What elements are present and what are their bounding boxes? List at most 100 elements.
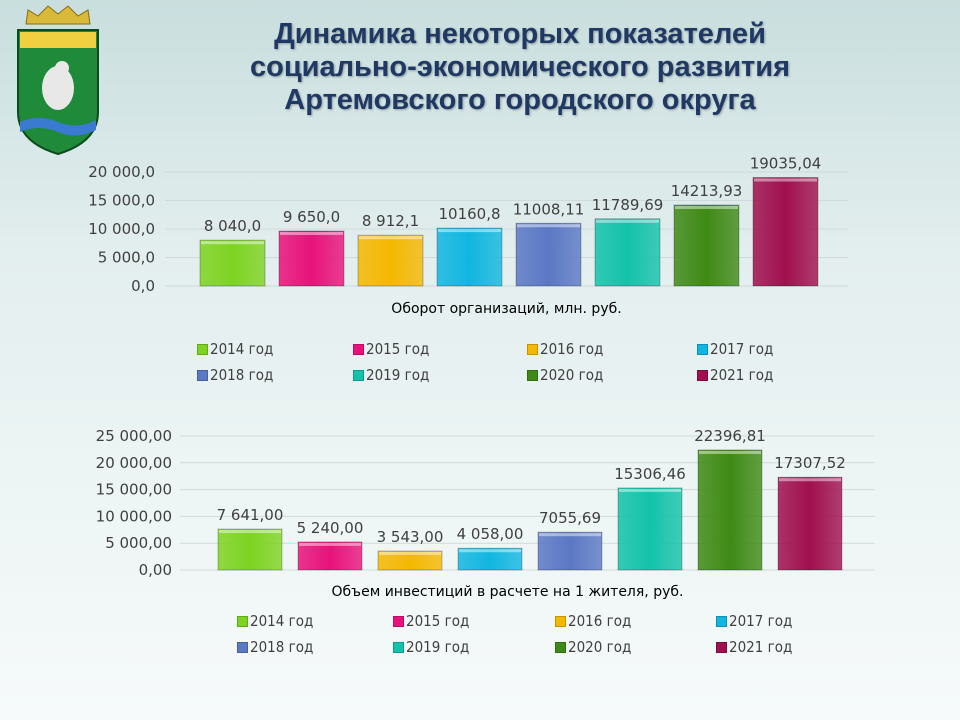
legend-label: 2015 год — [406, 612, 470, 630]
legend-swatch — [527, 343, 538, 355]
legend-item: 2019 год — [393, 638, 469, 656]
legend-label: 2021 год — [710, 366, 774, 384]
legend-swatch — [555, 615, 566, 627]
data-label: 14213,93 — [671, 182, 743, 200]
legend-label: 2020 год — [568, 638, 632, 656]
data-label: 15306,46 — [614, 465, 686, 483]
bar-highlight — [699, 450, 761, 454]
legend-label: 2016 год — [540, 340, 604, 358]
bar-highlight — [596, 219, 659, 223]
legend-label: 2016 год — [568, 612, 632, 630]
legend-item: 2021 год — [697, 366, 773, 384]
bar-2015-год — [278, 230, 345, 287]
legend-label: 2021 год — [729, 638, 793, 656]
bar-2014-год — [199, 239, 266, 287]
bar-2018-год — [515, 222, 582, 287]
legend-label: 2014 год — [250, 612, 314, 630]
legend-item: 2017 год — [697, 340, 773, 358]
legend-swatch — [237, 615, 248, 627]
legend-label: 2019 год — [366, 366, 430, 384]
legend-item: 2020 год — [555, 638, 631, 656]
legend-swatch — [393, 641, 404, 653]
bar-highlight — [359, 236, 422, 240]
title-line: Артемовского городского округа — [284, 84, 756, 116]
legend-label: 2015 год — [366, 340, 430, 358]
data-label: 3 543,00 — [377, 528, 444, 546]
bar-highlight — [201, 241, 264, 245]
y-tick-label: 5 000,0 — [98, 249, 155, 267]
legend-label: 2018 год — [210, 366, 274, 384]
bar-highlight — [779, 478, 841, 482]
legend-item: 2015 год — [393, 612, 469, 630]
legend-item: 2014 год — [197, 340, 273, 358]
legend-item: 2015 год — [353, 340, 429, 358]
legend-item: 2018 год — [237, 638, 313, 656]
bar-2015-год — [297, 541, 363, 571]
y-tick-label: 5 000,00 — [105, 534, 172, 552]
legend-item: 2019 год — [353, 366, 429, 384]
y-tick-label: 25 000,00 — [96, 427, 172, 445]
bar-2014-год — [217, 528, 283, 571]
y-tick-label: 20 000,0 — [88, 163, 155, 181]
coat-of-arms-icon — [17, 5, 99, 156]
legend-item: 2014 год — [237, 612, 313, 630]
bar-2020-год — [697, 449, 763, 571]
data-label: 4 058,00 — [457, 525, 524, 543]
bar-2017-год — [436, 227, 503, 287]
legend-item: 2016 год — [527, 340, 603, 358]
legend-label: 2019 год — [406, 638, 470, 656]
legend-item: 2020 год — [527, 366, 603, 384]
legend-swatch — [393, 615, 404, 627]
bar-highlight — [299, 542, 361, 546]
bar-2019-год — [617, 487, 683, 571]
x-axis-label: Оборот организаций, млн. руб. — [391, 301, 621, 317]
bar-highlight — [539, 533, 601, 537]
legend-swatch — [527, 369, 538, 381]
bar-2019-год — [594, 218, 661, 287]
data-label: 8 912,1 — [362, 212, 419, 230]
y-tick-label: 10 000,00 — [96, 507, 172, 525]
title-line: социально-экономического развития — [250, 51, 790, 83]
legend-swatch — [716, 641, 727, 653]
page-title: Динамика некоторых показателей социально… — [150, 18, 890, 117]
legend-swatch — [716, 615, 727, 627]
legend-label: 2014 год — [210, 340, 274, 358]
bar-highlight — [379, 552, 441, 556]
y-tick-label: 0,00 — [139, 561, 172, 579]
data-label: 7055,69 — [539, 509, 601, 527]
title-line: Динамика некоторых показателей — [274, 18, 766, 50]
data-label: 22396,81 — [694, 427, 766, 445]
legend-item: 2016 год — [555, 612, 631, 630]
legend-swatch — [197, 343, 208, 355]
bar-highlight — [619, 488, 681, 492]
legend-swatch — [353, 343, 364, 355]
y-tick-label: 0,0 — [131, 277, 155, 295]
legend-swatch — [197, 369, 208, 381]
legend-label: 2020 год — [540, 366, 604, 384]
legend-swatch — [237, 641, 248, 653]
bar-highlight — [219, 530, 281, 534]
bar-2017-год — [457, 547, 523, 571]
legend-label: 2017 год — [710, 340, 774, 358]
legend-label: 2017 год — [729, 612, 793, 630]
bar-2020-год — [673, 204, 740, 287]
data-label: 19035,04 — [750, 155, 822, 173]
legend-swatch — [353, 369, 364, 381]
data-label: 7 641,00 — [217, 506, 284, 524]
bar-2018-год — [537, 531, 603, 571]
data-label: 11008,11 — [513, 200, 585, 218]
y-tick-label: 10 000,0 — [88, 220, 155, 238]
legend-swatch — [697, 369, 708, 381]
data-label: 9 650,0 — [283, 208, 340, 226]
data-label: 5 240,00 — [297, 519, 364, 537]
bar-2021-год — [752, 177, 819, 287]
bar-highlight — [280, 231, 343, 235]
data-label: 17307,52 — [774, 454, 846, 472]
bar-highlight — [517, 224, 580, 228]
data-label: 10160,8 — [438, 205, 500, 223]
legend-swatch — [697, 343, 708, 355]
y-tick-label: 15 000,00 — [96, 481, 172, 499]
